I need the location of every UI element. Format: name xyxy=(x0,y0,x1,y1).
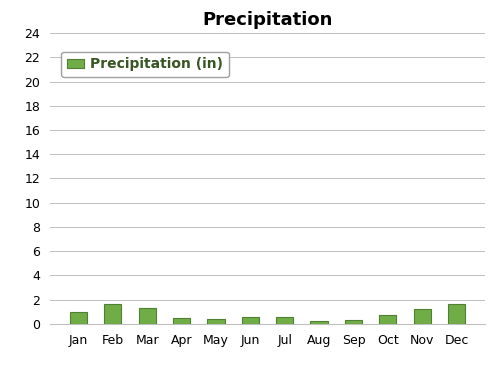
Bar xyxy=(448,304,465,324)
Bar xyxy=(138,308,156,324)
Bar xyxy=(173,318,190,324)
Bar xyxy=(414,309,431,324)
Bar xyxy=(242,316,259,324)
Bar xyxy=(70,312,87,324)
Bar xyxy=(208,319,224,324)
Bar xyxy=(380,315,396,324)
Bar xyxy=(345,320,362,324)
Title: Precipitation: Precipitation xyxy=(202,11,332,29)
Bar xyxy=(276,316,293,324)
Legend: Precipitation (in): Precipitation (in) xyxy=(62,52,229,77)
Bar xyxy=(310,321,328,324)
Bar xyxy=(104,304,122,324)
